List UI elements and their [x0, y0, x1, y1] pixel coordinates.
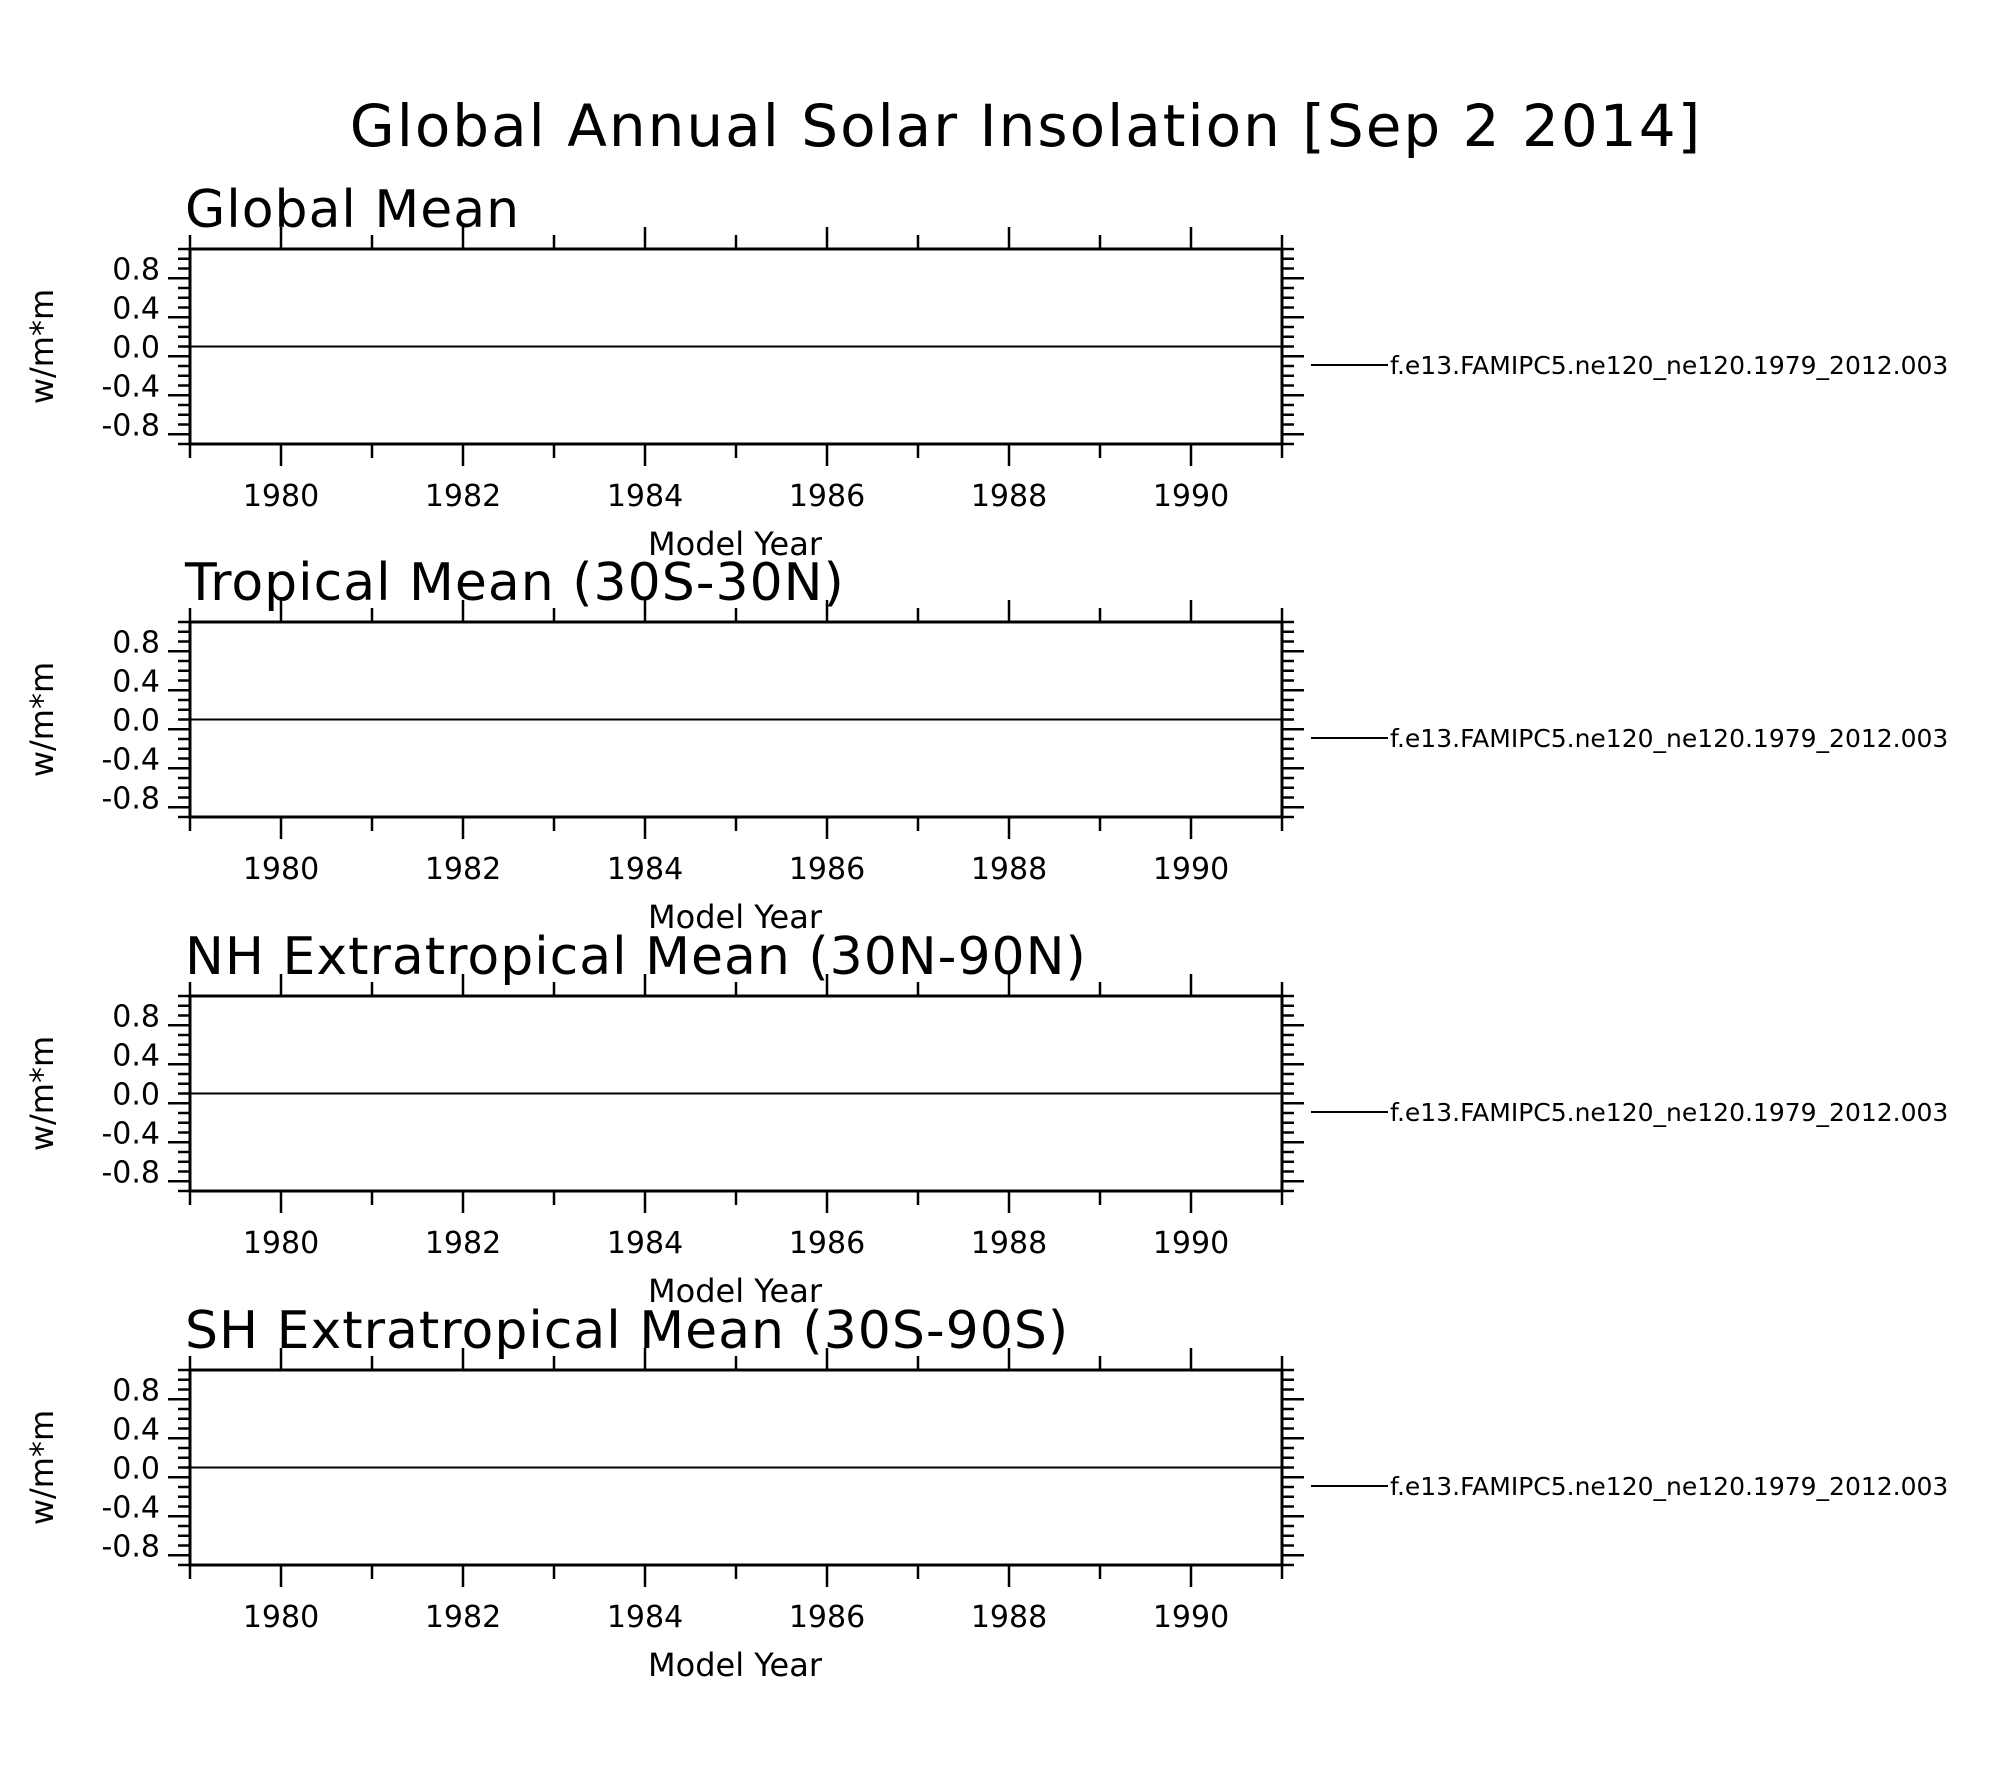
x-tick-label: 1990: [1153, 479, 1229, 514]
panel-title: Tropical Mean (30S-30N): [184, 553, 845, 613]
x-axis-label: Model Year: [648, 525, 823, 563]
x-tick-label: 1988: [971, 852, 1047, 887]
x-tick-label: 1980: [243, 1226, 319, 1261]
y-tick-label: 0.8: [112, 1000, 160, 1035]
main-title: Global Annual Solar Insolation [Sep 2 20…: [350, 92, 1702, 160]
panel-title: SH Extratropical Mean (30S-90S): [185, 1301, 1069, 1361]
x-tick-label: 1984: [607, 1600, 683, 1635]
y-tick-label: -0.4: [101, 743, 160, 778]
x-axis-label: Model Year: [648, 898, 823, 936]
y-axis-label: w/m*m: [23, 662, 61, 777]
x-tick-label: 1990: [1153, 1226, 1229, 1261]
x-axis-label: Model Year: [648, 1646, 823, 1684]
panels: Global Mean 1980 1982 1984 1986 1988 1990 0.8 0.…: [23, 180, 1948, 1684]
x-tick-label: 1982: [425, 479, 501, 514]
tick-marks: [168, 974, 1304, 1213]
x-tick-label: 1980: [243, 1600, 319, 1635]
panel-2: Tropical Mean (30S-30N) 1980 1982 1984 1986 1…: [23, 553, 1948, 936]
y-axis-label: w/m*m: [23, 1410, 61, 1525]
y-axis-label: w/m*m: [23, 1036, 61, 1151]
y-tick-label: -0.8: [101, 782, 160, 817]
legend-label: f.e13.FAMIPC5.ne120_ne120.1979_2012.003: [1390, 1472, 1948, 1501]
tick-marks: [168, 1348, 1304, 1587]
y-tick-label: -0.4: [101, 370, 160, 405]
x-tick-label: 1988: [971, 1226, 1047, 1261]
y-tick-label: 0.8: [112, 626, 160, 661]
y-tick-label: -0.4: [101, 1117, 160, 1152]
legend-label: f.e13.FAMIPC5.ne120_ne120.1979_2012.003: [1390, 724, 1948, 753]
panel-3: NH Extratropical Mean (30N-90N) 1980 1982 1…: [23, 927, 1948, 1310]
x-tick-label: 1980: [243, 852, 319, 887]
tick-marks: [168, 600, 1304, 839]
panel-1: Global Mean 1980 1982 1984 1986 1988 1990 0.8 0.…: [23, 180, 1948, 563]
x-tick-label: 1988: [971, 479, 1047, 514]
x-tick-label: 1982: [425, 1600, 501, 1635]
x-tick-label: 1984: [607, 852, 683, 887]
y-tick-label: -0.8: [101, 409, 160, 444]
y-tick-label: -0.8: [101, 1156, 160, 1191]
y-tick-label: -0.4: [101, 1491, 160, 1526]
x-axis-label: Model Year: [648, 1272, 823, 1310]
panel-4: SH Extratropical Mean (30S-90S) 1980 1982 1…: [23, 1301, 1948, 1684]
x-tick-label: 1986: [789, 479, 865, 514]
x-tick-label: 1986: [789, 1600, 865, 1635]
y-tick-label: 0.8: [112, 1374, 160, 1409]
legend-label: f.e13.FAMIPC5.ne120_ne120.1979_2012.003: [1390, 351, 1948, 380]
tick-marks: [168, 227, 1304, 466]
y-tick-label: 0.4: [112, 665, 160, 700]
panel-title: Global Mean: [185, 180, 520, 240]
x-tick-label: 1988: [971, 1600, 1047, 1635]
y-axis-label: w/m*m: [23, 289, 61, 404]
x-tick-label: 1982: [425, 1226, 501, 1261]
x-tick-label: 1982: [425, 852, 501, 887]
x-tick-label: 1986: [789, 1226, 865, 1261]
x-tick-label: 1980: [243, 479, 319, 514]
x-tick-label: 1990: [1153, 1600, 1229, 1635]
y-tick-label: 0.0: [112, 1078, 160, 1113]
y-tick-label: 0.4: [112, 1039, 160, 1074]
x-tick-label: 1984: [607, 1226, 683, 1261]
panel-title: NH Extratropical Mean (30N-90N): [185, 927, 1087, 987]
legend-label: f.e13.FAMIPC5.ne120_ne120.1979_2012.003: [1390, 1098, 1948, 1127]
y-tick-label: 0.0: [112, 704, 160, 739]
y-tick-label: 0.8: [112, 253, 160, 288]
y-tick-label: -0.8: [101, 1530, 160, 1565]
y-tick-label: 0.0: [112, 331, 160, 366]
x-tick-label: 1990: [1153, 852, 1229, 887]
y-tick-label: 0.4: [112, 1413, 160, 1448]
y-tick-label: 0.0: [112, 1452, 160, 1487]
x-tick-label: 1984: [607, 479, 683, 514]
y-tick-label: 0.4: [112, 292, 160, 327]
x-tick-label: 1986: [789, 852, 865, 887]
